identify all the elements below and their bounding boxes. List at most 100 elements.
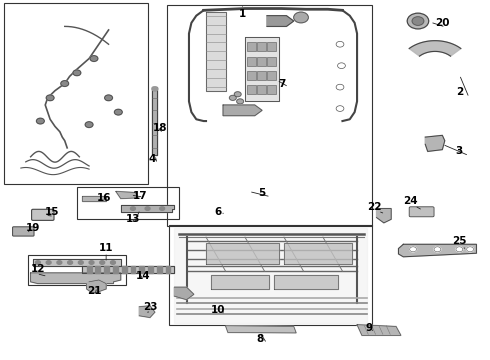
Circle shape xyxy=(412,17,424,25)
Circle shape xyxy=(46,95,54,101)
Polygon shape xyxy=(247,42,256,51)
Polygon shape xyxy=(30,273,121,284)
FancyBboxPatch shape xyxy=(13,227,34,236)
Text: 10: 10 xyxy=(211,305,225,315)
Circle shape xyxy=(89,261,94,264)
Text: 19: 19 xyxy=(26,223,40,233)
Polygon shape xyxy=(82,196,106,202)
Polygon shape xyxy=(96,266,100,273)
Polygon shape xyxy=(247,57,256,66)
Circle shape xyxy=(336,41,344,47)
Text: 22: 22 xyxy=(367,202,381,212)
Polygon shape xyxy=(247,71,256,80)
Polygon shape xyxy=(211,275,270,289)
Circle shape xyxy=(152,87,158,91)
Circle shape xyxy=(111,261,116,264)
Polygon shape xyxy=(257,42,266,51)
Circle shape xyxy=(160,207,165,210)
Polygon shape xyxy=(398,244,476,257)
Polygon shape xyxy=(148,266,153,273)
Circle shape xyxy=(105,95,113,101)
Polygon shape xyxy=(122,266,126,273)
Polygon shape xyxy=(284,243,352,264)
Text: 5: 5 xyxy=(258,188,266,198)
Polygon shape xyxy=(247,85,256,94)
Circle shape xyxy=(85,122,93,127)
Polygon shape xyxy=(206,12,225,91)
Polygon shape xyxy=(357,325,401,336)
Polygon shape xyxy=(206,243,279,264)
Polygon shape xyxy=(409,41,461,56)
Polygon shape xyxy=(87,266,92,273)
Text: 3: 3 xyxy=(456,147,463,157)
Polygon shape xyxy=(174,287,194,300)
Polygon shape xyxy=(257,85,266,94)
Text: 12: 12 xyxy=(31,264,45,274)
Text: 9: 9 xyxy=(366,323,373,333)
Polygon shape xyxy=(139,306,155,318)
Text: 1: 1 xyxy=(239,9,246,19)
Polygon shape xyxy=(376,208,391,223)
Polygon shape xyxy=(152,87,157,155)
Text: 16: 16 xyxy=(97,193,111,203)
Text: 20: 20 xyxy=(435,18,450,28)
Circle shape xyxy=(336,106,344,111)
Circle shape xyxy=(61,81,69,86)
Polygon shape xyxy=(225,326,296,333)
Circle shape xyxy=(78,261,83,264)
Text: 7: 7 xyxy=(278,78,285,89)
Circle shape xyxy=(336,84,344,90)
Circle shape xyxy=(115,109,122,115)
Circle shape xyxy=(466,247,473,252)
Polygon shape xyxy=(87,280,106,293)
Polygon shape xyxy=(82,266,174,273)
Polygon shape xyxy=(104,266,109,273)
Text: 11: 11 xyxy=(99,243,113,253)
Polygon shape xyxy=(257,57,266,66)
Circle shape xyxy=(130,207,135,210)
FancyBboxPatch shape xyxy=(409,207,434,217)
Text: 2: 2 xyxy=(456,87,463,98)
Circle shape xyxy=(73,70,81,76)
Text: 6: 6 xyxy=(215,207,222,217)
Circle shape xyxy=(145,207,150,210)
Circle shape xyxy=(338,63,345,68)
Circle shape xyxy=(410,247,416,252)
Polygon shape xyxy=(121,205,174,212)
Polygon shape xyxy=(267,57,276,66)
Polygon shape xyxy=(245,37,279,102)
Polygon shape xyxy=(267,42,276,51)
Text: 21: 21 xyxy=(87,286,101,296)
Text: 17: 17 xyxy=(133,191,147,201)
Polygon shape xyxy=(223,105,262,116)
Polygon shape xyxy=(274,275,338,289)
Text: 13: 13 xyxy=(126,214,140,224)
Polygon shape xyxy=(139,266,144,273)
Text: 25: 25 xyxy=(452,236,466,246)
Circle shape xyxy=(229,95,236,100)
Circle shape xyxy=(100,261,105,264)
Circle shape xyxy=(456,247,463,252)
Circle shape xyxy=(68,261,73,264)
Polygon shape xyxy=(157,266,162,273)
Polygon shape xyxy=(267,16,294,26)
Circle shape xyxy=(237,99,244,104)
Polygon shape xyxy=(267,85,276,94)
Circle shape xyxy=(46,261,51,264)
Circle shape xyxy=(434,247,441,252)
Text: 23: 23 xyxy=(143,302,157,312)
Text: 18: 18 xyxy=(152,123,167,133)
Circle shape xyxy=(294,12,308,23)
Polygon shape xyxy=(113,266,118,273)
FancyBboxPatch shape xyxy=(31,209,54,220)
Polygon shape xyxy=(33,258,121,266)
Polygon shape xyxy=(130,266,135,273)
Text: 8: 8 xyxy=(256,334,263,344)
Text: 15: 15 xyxy=(45,207,60,217)
Polygon shape xyxy=(116,192,138,199)
Polygon shape xyxy=(166,266,171,273)
Text: 4: 4 xyxy=(149,154,156,163)
Circle shape xyxy=(36,118,44,124)
Text: 24: 24 xyxy=(403,197,418,206)
Polygon shape xyxy=(257,71,266,80)
